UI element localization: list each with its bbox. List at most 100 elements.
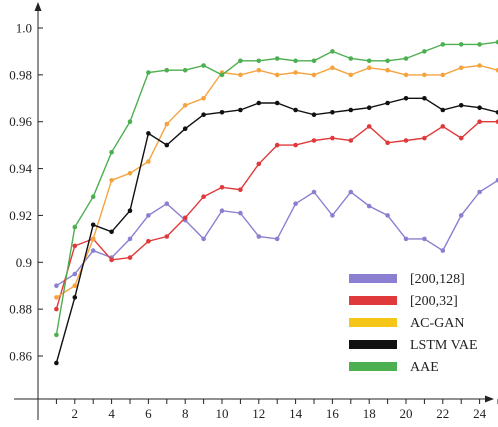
data-point <box>146 70 151 75</box>
data-point <box>274 100 280 106</box>
data-point <box>90 236 96 242</box>
data-point <box>54 283 59 289</box>
legend: [200,128] [200,32] AC-GAN LSTM VAE AAE <box>349 272 478 375</box>
data-point <box>72 224 78 230</box>
legend-label: AAE <box>410 360 439 375</box>
data-point <box>54 306 59 312</box>
legend-label: AC-GAN <box>410 316 464 331</box>
data-point <box>293 142 298 148</box>
data-point <box>182 67 188 73</box>
data-point <box>201 194 206 199</box>
data-point <box>458 65 464 71</box>
data-point <box>201 96 206 101</box>
data-point <box>238 107 243 113</box>
data-point <box>348 56 354 61</box>
data-point <box>440 42 446 47</box>
y-tick-label: 0.96 <box>9 114 32 129</box>
data-point <box>458 103 464 108</box>
data-point <box>311 112 317 117</box>
data-point <box>348 138 354 143</box>
series-line <box>56 64 498 298</box>
axes <box>14 2 494 420</box>
series-5 <box>54 39 498 338</box>
series-line <box>55 41 498 336</box>
legend-swatch <box>349 340 397 349</box>
data-point <box>385 140 390 146</box>
data-point <box>366 65 372 71</box>
data-point <box>293 70 298 75</box>
data-point <box>109 149 114 155</box>
legend-swatch <box>349 362 397 371</box>
data-point <box>256 100 262 106</box>
y-tick-label: 0.92 <box>9 208 32 223</box>
data-point <box>127 171 133 176</box>
y-tick-label: 0.88 <box>9 302 32 317</box>
data-point <box>182 126 188 131</box>
series-2 <box>54 119 498 312</box>
data-point <box>385 213 390 218</box>
data-point <box>440 124 446 129</box>
data-point <box>90 194 96 199</box>
x-tick-label: 20 <box>400 406 413 421</box>
data-point <box>348 72 354 78</box>
data-point <box>495 39 498 45</box>
data-point <box>366 203 372 209</box>
y-tick-label: 0.94 <box>9 161 32 176</box>
legend-label: LSTM VAE <box>410 338 478 353</box>
x-tick-label: 4 <box>108 406 115 421</box>
data-point <box>440 248 446 253</box>
y-tick-label: 0.86 <box>9 349 32 364</box>
data-point <box>127 208 133 213</box>
data-point <box>311 189 317 195</box>
data-point <box>495 119 498 124</box>
data-point <box>422 72 427 78</box>
y-tick-label: 0.9 <box>16 255 32 270</box>
legend-label: [200,32] <box>410 294 458 309</box>
data-point <box>146 159 151 164</box>
data-point <box>72 295 78 300</box>
data-point <box>201 112 206 117</box>
data-point <box>311 58 317 64</box>
data-point <box>182 215 188 221</box>
legend-swatch <box>349 274 397 283</box>
data-point <box>422 236 427 242</box>
data-point <box>256 234 262 239</box>
data-point <box>330 49 335 54</box>
data-point <box>403 236 409 242</box>
data-point <box>293 201 298 206</box>
data-point <box>219 72 225 78</box>
x-tick-label: 24 <box>473 406 487 421</box>
data-point <box>366 58 372 64</box>
x-tick-label: 2 <box>72 406 79 421</box>
data-point <box>403 56 409 61</box>
data-point <box>385 100 390 106</box>
data-point <box>164 67 170 73</box>
data-point <box>311 138 317 143</box>
series-line <box>56 179 498 287</box>
legend-swatch <box>349 318 397 327</box>
data-point <box>330 110 335 115</box>
data-point <box>182 103 188 108</box>
legend-label: [200,128] <box>410 272 465 287</box>
data-point <box>201 63 206 68</box>
data-point <box>127 119 133 124</box>
data-point <box>403 138 409 143</box>
data-point <box>330 213 335 218</box>
data-point <box>458 42 464 47</box>
data-point <box>422 135 427 141</box>
data-point <box>127 236 133 242</box>
data-point <box>330 135 335 141</box>
series-4 <box>54 96 498 366</box>
x-tick-label: 16 <box>326 406 340 421</box>
data-point <box>238 58 243 64</box>
data-point <box>54 295 59 300</box>
data-point <box>330 65 335 71</box>
x-tick-label: 10 <box>216 406 229 421</box>
x-axis-arrow <box>485 395 494 403</box>
data-point <box>293 107 298 113</box>
data-point <box>219 110 225 115</box>
data-point <box>385 67 390 73</box>
x-tick-label: 14 <box>289 406 303 421</box>
y-tick-label: 0.98 <box>9 67 32 82</box>
